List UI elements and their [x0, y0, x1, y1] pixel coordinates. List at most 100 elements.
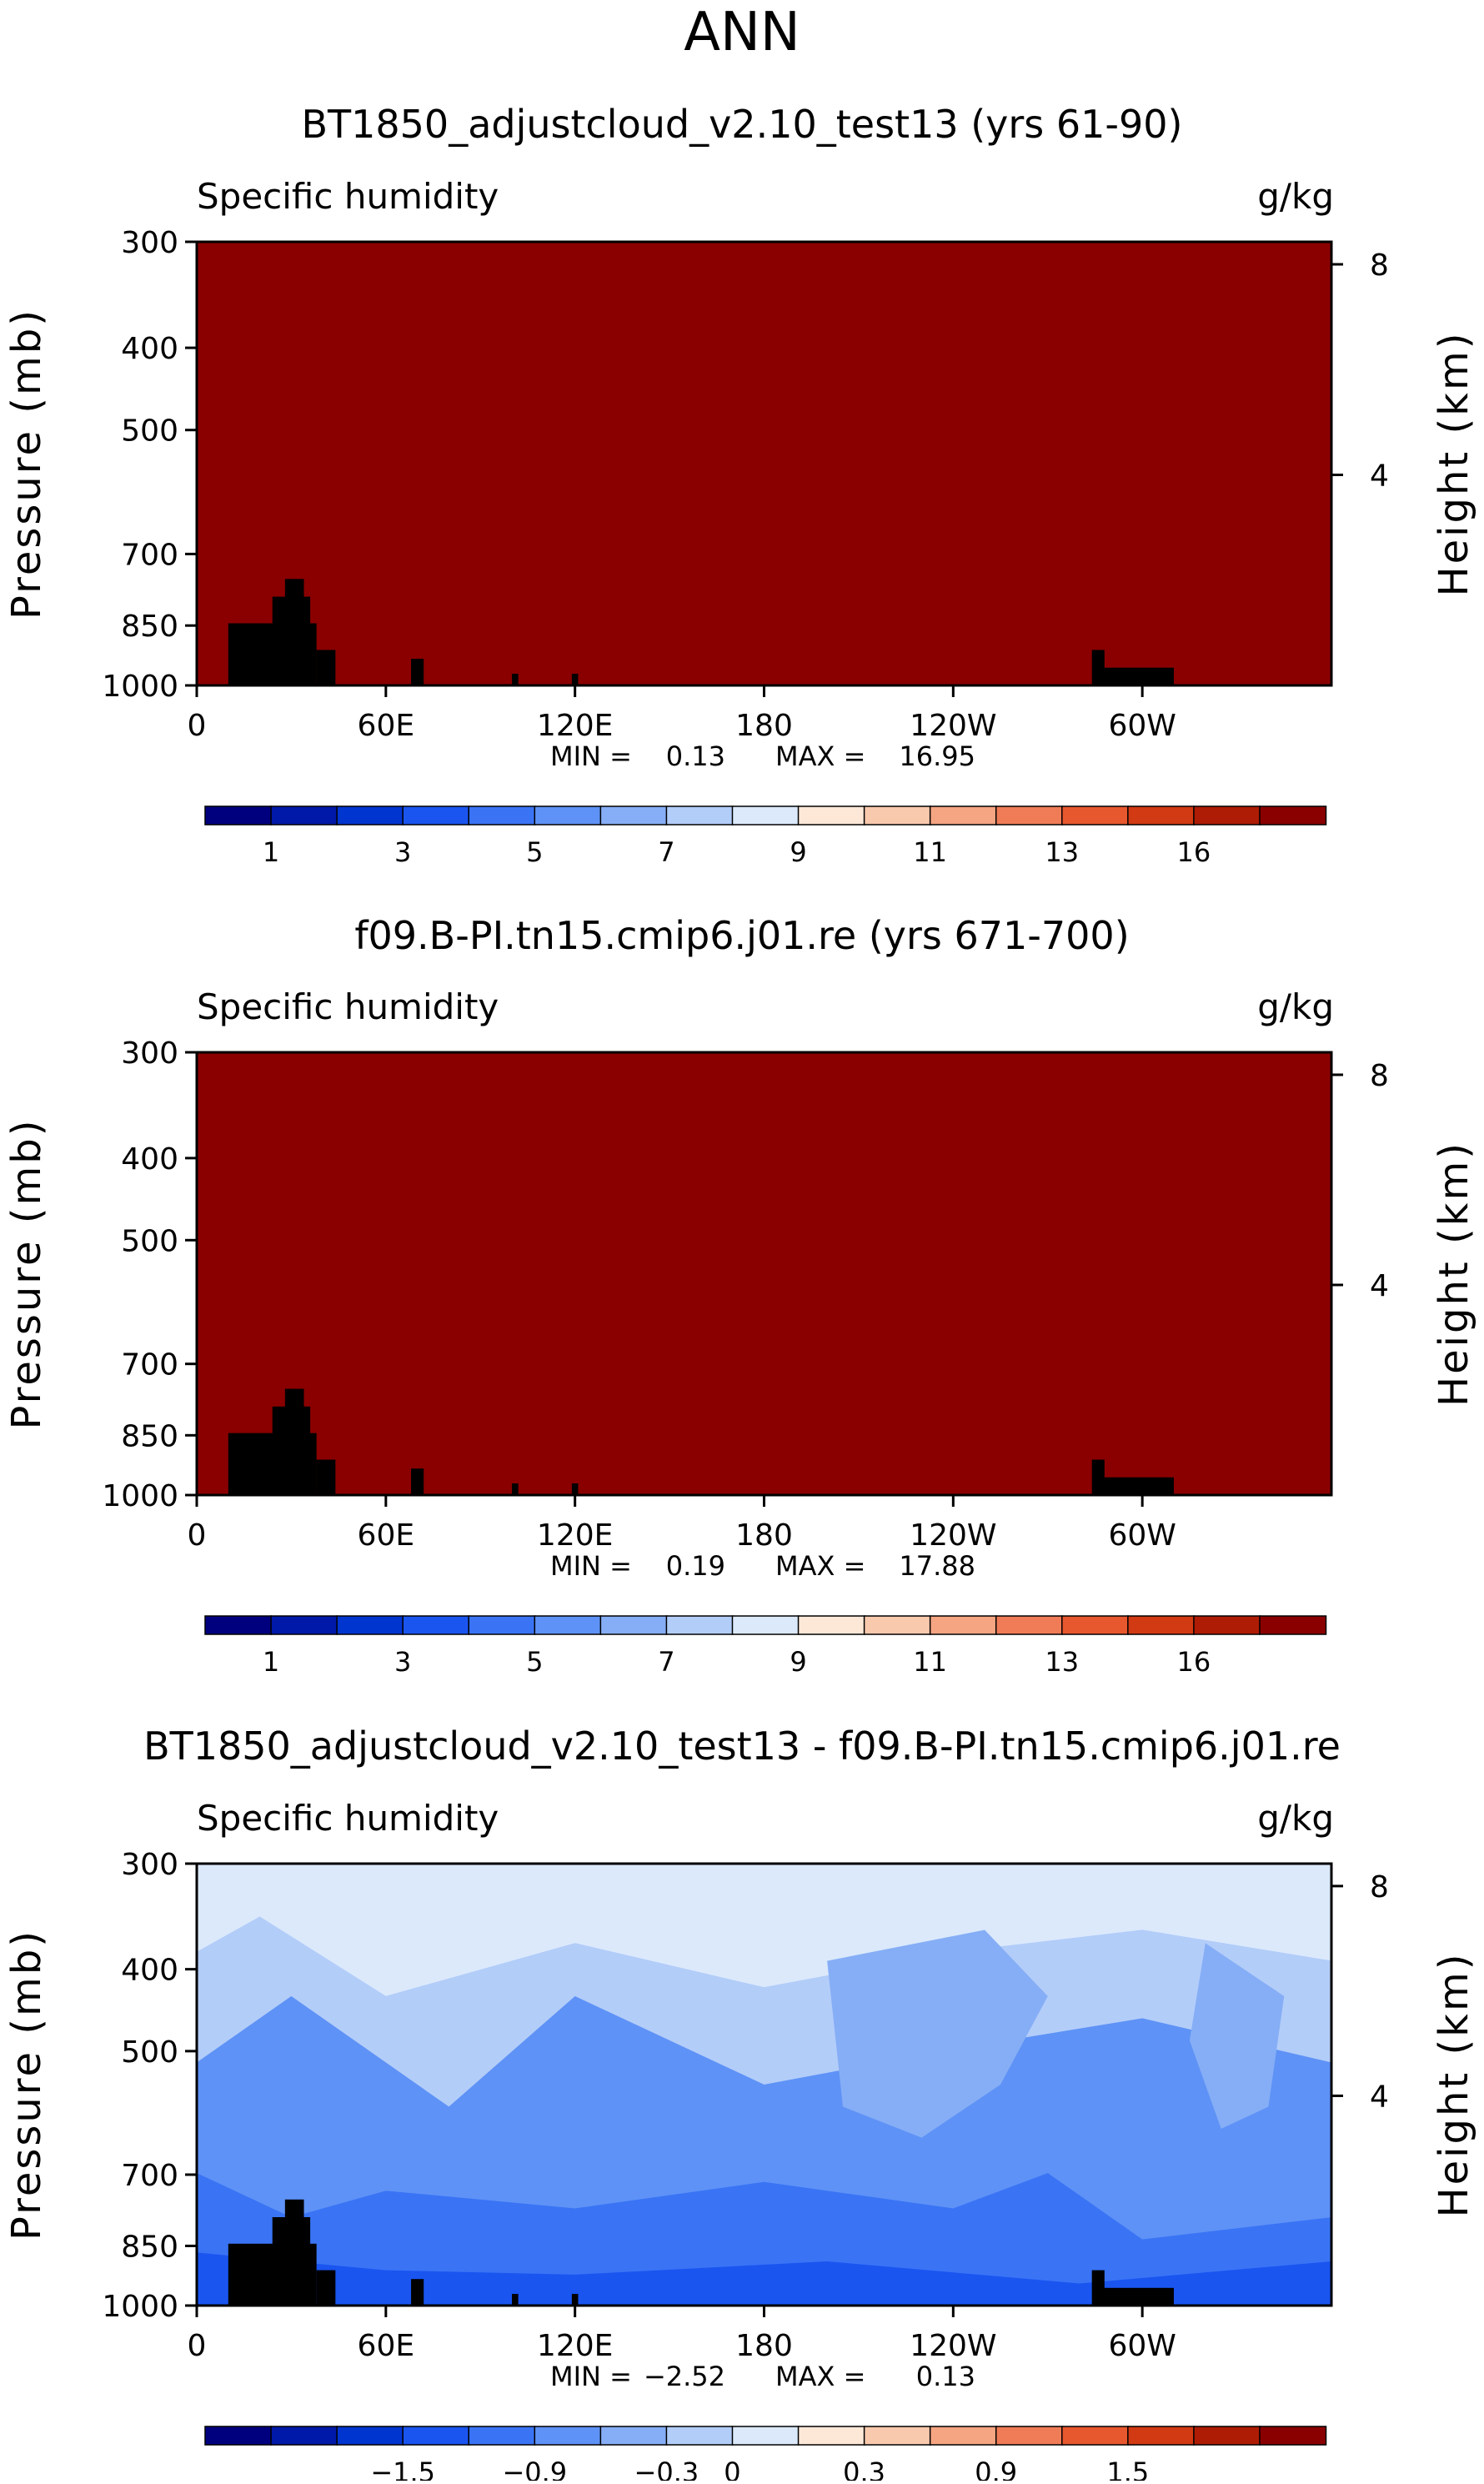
colorbar-swatch	[797, 805, 865, 825]
colorbar-label: 13	[1045, 836, 1079, 868]
colorbar-swatch	[1259, 2426, 1327, 2446]
colorbar-label: 3	[394, 836, 411, 868]
colorbar-swatch	[665, 1615, 734, 1635]
colorbar-swatch	[204, 805, 273, 825]
terrain-mask	[571, 1483, 579, 1495]
colorbar-label: 1	[263, 1646, 279, 1678]
colorbar-label: 0.9	[975, 2456, 1017, 2481]
colorbar-label: 13	[1045, 1646, 1079, 1678]
colorbar-swatch	[731, 805, 800, 825]
y-tick-label: 300	[121, 226, 178, 260]
colorbar-swatch	[665, 805, 734, 825]
colorbar-label: 0.3	[843, 2456, 885, 2481]
y-tick-label: 700	[121, 1348, 178, 1383]
x-tick-label: 0	[188, 709, 207, 743]
y-tick-label: 850	[121, 610, 178, 644]
panel-title: BT1850_adjustcloud_v2.10_test13 - f09.B-…	[143, 1724, 1341, 1769]
y-axis-label: Pressure (mb)	[3, 1118, 50, 1430]
x-tick-label: 60E	[358, 709, 415, 743]
colorbar-swatch	[1259, 805, 1327, 825]
colorbar-label: 5	[526, 836, 543, 868]
contour-band	[1189, 1943, 1285, 2129]
colorbar-label: −0.9	[502, 2456, 567, 2481]
colorbar-swatch	[204, 2426, 273, 2446]
colorbar-label: 9	[790, 836, 806, 868]
terrain-mask	[571, 674, 579, 685]
x-tick-label: 60W	[1108, 2329, 1176, 2363]
y2-axis-label: Height (km)	[1431, 331, 1477, 597]
colorbar-label: 1.5	[1106, 2456, 1149, 2481]
min-label: MIN =	[550, 2361, 632, 2392]
colorbar-swatch	[534, 805, 602, 825]
colorbar-swatch	[270, 2426, 338, 2446]
colorbar-label: 11	[913, 1646, 947, 1678]
colorbar-label: 7	[658, 1646, 674, 1678]
y-tick-label: 500	[121, 414, 178, 449]
colorbar-label: 3	[394, 1646, 411, 1678]
colorbar-swatch	[1061, 805, 1130, 825]
colorbar-swatch	[599, 805, 668, 825]
y-tick-label: 1000	[102, 2290, 178, 2324]
colorbar-label: 16	[1177, 1646, 1211, 1678]
x-tick-label: 180	[735, 709, 793, 743]
min-value: −2.52	[644, 2361, 725, 2392]
terrain-mask	[1101, 1477, 1174, 1495]
terrain-mask	[1091, 1459, 1105, 1495]
y-tick-label: 500	[121, 1224, 178, 1258]
colorbar-swatch	[336, 1615, 404, 1635]
terrain-mask	[571, 2294, 579, 2306]
colorbar-label: −1.5	[370, 2456, 435, 2481]
max-label: MAX =	[775, 740, 865, 772]
y2-tick-label: 8	[1370, 1870, 1389, 1904]
terrain-mask	[284, 579, 304, 685]
colorbar-swatch	[468, 2426, 536, 2446]
terrain-mask	[411, 659, 424, 685]
colorbar: 1 3 5 7 9 11 13 16	[204, 805, 1327, 868]
y-axis-label: Pressure (mb)	[3, 308, 50, 620]
panel-title: BT1850_adjustcloud_v2.10_test13 (yrs 61-…	[301, 102, 1182, 147]
colorbar-swatch	[1193, 1615, 1261, 1635]
colorbar-swatch	[863, 805, 931, 825]
y-tick-label: 400	[121, 1142, 178, 1177]
terrain-mask	[316, 2270, 336, 2306]
max-value: 17.88	[899, 1550, 975, 1582]
x-tick-label: 60E	[358, 1518, 415, 1553]
colorbar-swatch	[402, 2426, 470, 2446]
units-label: g/kg	[1257, 986, 1334, 1027]
contour-field	[197, 1052, 1331, 1495]
y-tick-label: 850	[121, 1419, 178, 1453]
colorbar-label: 1	[263, 836, 279, 868]
colorbar-swatch	[1259, 1615, 1327, 1635]
x-tick-label: 120W	[910, 2329, 996, 2363]
contour-band	[197, 242, 1331, 685]
y2-axis-label: Height (km)	[1431, 1952, 1477, 2218]
colorbar-swatch	[1193, 2426, 1261, 2446]
colorbar-swatch	[1061, 2426, 1130, 2446]
colorbar-swatch	[1127, 1615, 1196, 1635]
y-tick-label: 850	[121, 2230, 178, 2264]
panel-title: f09.B-PI.tn15.cmip6.j01.re (yrs 671-700)	[354, 913, 1129, 958]
terrain-mask	[411, 2279, 424, 2306]
y-tick-label: 1000	[102, 1479, 178, 1513]
variable-label: Specific humidity	[197, 176, 499, 217]
colorbar-swatch	[336, 2426, 404, 2446]
x-tick-label: 180	[735, 1518, 793, 1553]
colorbar-swatch	[1127, 805, 1196, 825]
y2-tick-label: 8	[1370, 248, 1389, 283]
colorbar-swatch	[995, 1615, 1064, 1635]
colorbar: 1 3 5 7 9 11 13 16	[204, 1615, 1327, 1678]
colorbar-swatch	[995, 2426, 1064, 2446]
figure-title: ANN	[684, 2, 800, 63]
terrain-mask	[1101, 2287, 1174, 2306]
colorbar-swatch	[402, 805, 470, 825]
x-tick-label: 120W	[910, 709, 996, 743]
y2-tick-label: 8	[1370, 1059, 1389, 1093]
units-label: g/kg	[1257, 176, 1334, 217]
y-tick-label: 300	[121, 1036, 178, 1071]
colorbar-label: −0.3	[634, 2456, 699, 2481]
colorbar-label: 5	[526, 1646, 543, 1678]
panel-1: BT1850_adjustcloud_v2.10_test13 (yrs 61-…	[3, 102, 1477, 868]
y2-axis-label: Height (km)	[1431, 1141, 1477, 1407]
colorbar-swatch	[863, 1615, 931, 1635]
